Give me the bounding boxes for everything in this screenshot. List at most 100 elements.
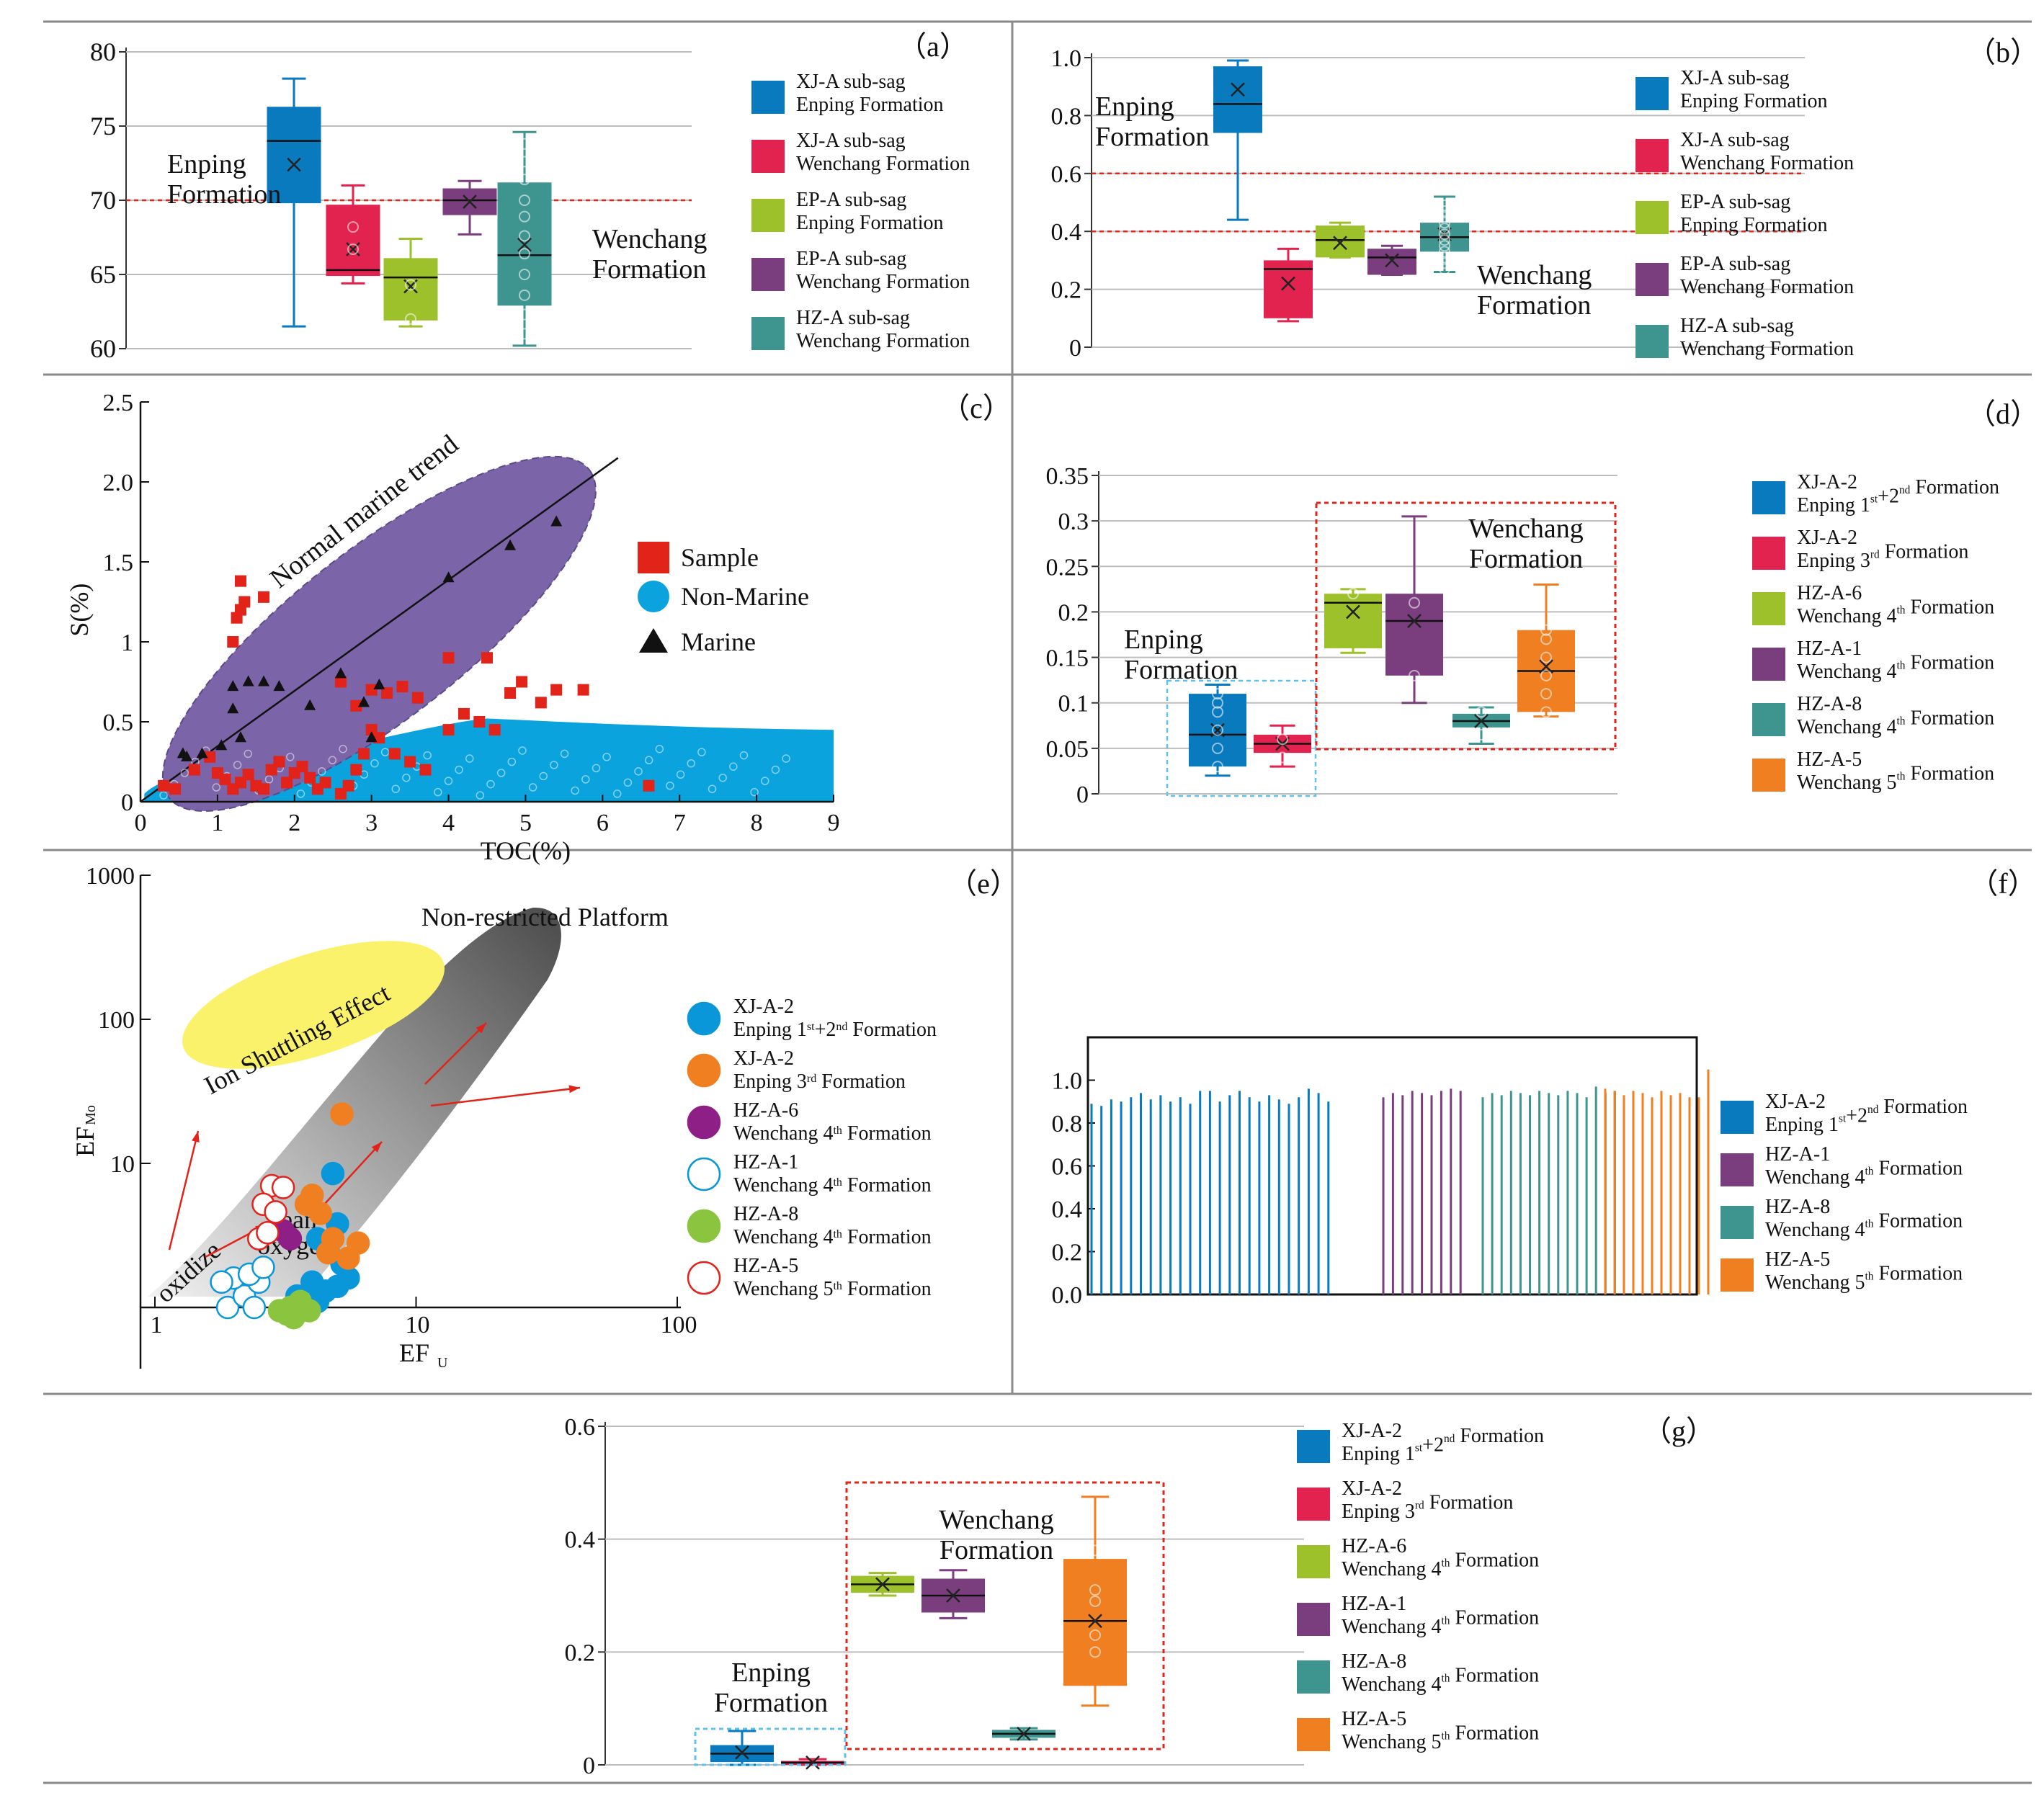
legend-label: XJ-A sub-sag [796,71,906,93]
annotation: Formation [1477,290,1591,321]
non-marine-point [391,784,400,793]
legend-label: XJ-A-2 [1797,527,1857,549]
legend-swatch [751,81,785,114]
non-marine-point [761,777,769,785]
y-tick-label: 0.6 [565,1414,596,1441]
legend-label: Wenchang Formation [796,271,970,293]
sample-point [357,748,370,760]
legend-swatch [751,317,785,350]
annotation: Formation [1095,122,1209,152]
legend-swatch [1635,263,1669,296]
data-point [1540,688,1552,700]
data-point [1540,633,1552,645]
legend-swatch [687,1261,721,1295]
mean-marker [1346,604,1360,620]
legend-label: HZ-A-1 [1765,1143,1830,1166]
data-point [519,328,530,340]
sample-point [404,756,416,768]
data-point [1089,1629,1101,1641]
x-tick-label: 9 [828,810,840,836]
marine-point [196,747,208,759]
data-point [264,1200,287,1224]
legend-label: Wenchang 4th Formation [733,1226,932,1248]
legend-swatch [1752,648,1785,681]
panel-label: （a） [898,30,968,63]
sample-point [204,751,216,763]
legend-label: Wenchang Formation [1680,338,1854,360]
marine-point [550,515,563,527]
data-point [275,1302,299,1326]
marine-point [242,675,254,686]
y-tick-label: 2.5 [103,390,134,416]
mean-marker [1231,82,1245,97]
sample-point [458,707,470,720]
data-point [1476,728,1487,741]
non-marine-point [423,751,432,760]
annotation: Wenchang [1468,514,1583,544]
data-point [1540,651,1552,663]
y-tick-label: 0 [1076,782,1089,808]
legend-swatch [1721,1153,1754,1186]
legend-label: Enping 3rd Formation [733,1070,906,1093]
annotation: Formation [592,254,706,285]
sample-point [504,687,517,699]
legend-swatch [1721,1101,1754,1134]
marine-point [227,680,239,692]
non-marine-point [708,784,717,793]
data-point [278,1227,303,1251]
x-tick-label: 5 [519,810,532,836]
x-tick-label: 3 [365,810,378,836]
sample-point [158,779,170,792]
legend-label: Wenchang 5th Formation [733,1278,932,1300]
data-point [316,1240,340,1265]
non-marine-point [634,767,643,776]
mean-marker [1210,723,1225,738]
data-point [347,243,359,255]
legend-label: HZ-A-5 [1797,748,1862,771]
data-point [347,221,359,233]
non-marine-point [550,761,558,769]
box [1063,1559,1127,1686]
y-tick-label: 0.1 [1058,691,1089,717]
data-point [330,1102,354,1126]
sample-point [169,783,182,795]
panel-b: 00.20.40.60.81.0 （b）EnpingFormationWencha… [1051,36,2040,362]
y-tick-label: 0.5 [103,710,134,736]
ion-shuttling-region [182,941,445,1069]
data-point [1277,733,1288,746]
sample-point [381,687,393,699]
legend-swatch [638,581,669,612]
x-tick-label: 6 [597,810,609,836]
sample-point [319,777,331,789]
non-marine-point [380,748,390,756]
legend-label: EP-A sub-sag [1680,191,1790,213]
data-point [336,1266,360,1290]
data-point [1409,669,1420,681]
mean-marker [517,237,532,252]
data-point [519,269,530,280]
marine-point [334,667,347,679]
panel-d: 00.050.10.150.20.250.30.35（d）EnpingForma… [1046,398,2040,808]
trend-arrow-head [568,1085,580,1093]
data-point [321,1161,345,1186]
legend-label: Enping Formation [796,212,944,234]
y-tick-label: 0.15 [1046,645,1089,672]
legend-label: XJ-A sub-sag [1680,129,1790,151]
non-marine-point [528,783,537,792]
data-point [1439,156,1450,168]
legend-label: Enping 1st+2nd Formation [1765,1096,1968,1136]
mean-marker [346,242,360,256]
sample-point [273,756,285,768]
non-marine-point [750,787,759,797]
y-tick-label: 75 [90,112,116,140]
non-marine-point [496,769,506,777]
y-tick-label: 60 [90,334,116,363]
legend-swatch [1752,537,1785,570]
legend-label: Wenchang 5th Formation [1765,1262,1963,1294]
marine-point [273,680,285,692]
legend-swatch [639,628,668,653]
non-marine-point [476,791,485,800]
y-axis-label-sub: Mo [83,1105,99,1125]
y-tick-label: 10 [110,1151,135,1178]
